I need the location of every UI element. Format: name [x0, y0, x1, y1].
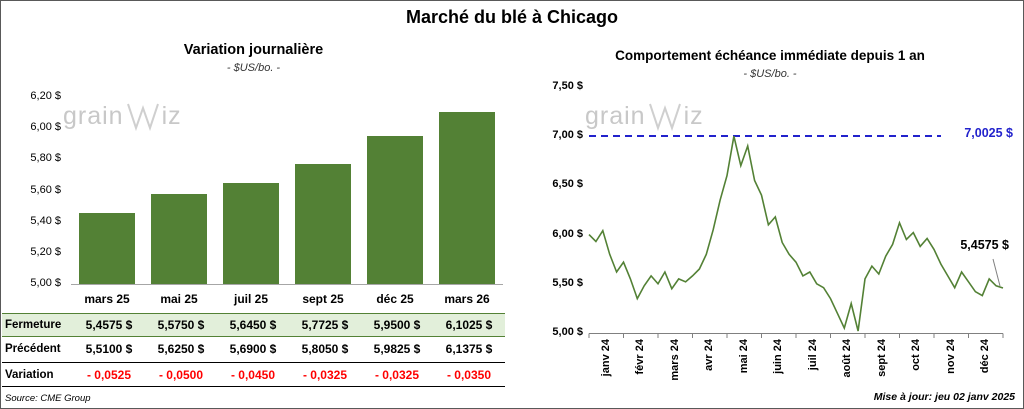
- table-cell: 5,6450 $: [229, 318, 277, 332]
- table-cell: 5,5750 $: [157, 318, 205, 332]
- table-cell: 5,5100 $: [85, 341, 133, 356]
- bar-category-label: mai 25: [160, 292, 198, 306]
- bar-chart-title: Variation journalière: [183, 42, 324, 58]
- table-cell: 5,9825 $: [373, 341, 421, 356]
- grainwiz-watermark: grain iz: [63, 101, 182, 131]
- bar-chart-subtitle: - $US/bo. -: [226, 62, 281, 74]
- row-label: Précédent: [5, 342, 61, 355]
- table-row: Variation - 0,0525 - 0,0500 - 0,0450 - 0,032…: [2, 362, 505, 387]
- bar-y-tick-label: 5,60 $: [30, 183, 61, 196]
- bar-2: [151, 194, 207, 284]
- table-cell: 5,8050 $: [301, 341, 349, 356]
- table-cell: - 0,0500: [158, 367, 204, 382]
- watermark-text-post: iz: [683, 101, 704, 130]
- line-x-label: mars 24: [668, 339, 681, 381]
- table-cell: 6,1025 $: [445, 318, 493, 332]
- watermark-text-pre: grain: [585, 101, 646, 130]
- price-table: Fermeture 5,4575 $ 5,5750 $ 5,6450 $ 5,7725 …: [2, 313, 505, 387]
- bar-5: [367, 135, 423, 284]
- table-cell: 5,6250 $: [157, 341, 205, 356]
- row-label: Variation: [5, 368, 54, 381]
- watermark-w-icon: [126, 103, 159, 131]
- table-cell: - 0,0350: [446, 367, 492, 382]
- line-y-tick-label: 7,00 $: [552, 129, 583, 142]
- line-x-label: févr 24: [634, 339, 647, 375]
- table-cell: 5,6900 $: [229, 341, 277, 356]
- line-x-label: oct 24: [910, 339, 923, 371]
- source-note: Source: CME Group: [5, 393, 91, 404]
- bar-category-label: mars 25: [84, 292, 130, 306]
- line-x-label: juil 24: [806, 339, 819, 371]
- last-price-label: 5,4575 $: [960, 238, 1009, 252]
- bar-category-label: déc 25: [376, 292, 414, 306]
- line-y-tick-label: 5,00 $: [552, 326, 583, 338]
- table-cell: - 0,0525: [86, 367, 132, 382]
- line-x-label: août 24: [841, 339, 854, 378]
- bar-category-label: mars 26: [444, 292, 490, 306]
- table-cell: 5,4575 $: [85, 318, 133, 332]
- line-chart-plot: [588, 134, 1004, 338]
- line-x-label: sept 24: [875, 339, 888, 377]
- table-cell: 5,7725 $: [301, 318, 349, 332]
- line-y-tick-label: 7,50 $: [552, 80, 583, 92]
- bar-y-tick-label: 6,20 $: [30, 90, 61, 102]
- bar-4: [295, 163, 351, 284]
- bar-category-label: juil 25: [233, 292, 268, 306]
- line-x-label: juin 24: [772, 339, 785, 374]
- watermark-text-post: iz: [161, 101, 182, 130]
- bar-y-tick-label: 5,00 $: [30, 277, 61, 289]
- year-high-label: 7,0025 $: [964, 126, 1013, 140]
- table-cell: - 0,0450: [230, 367, 276, 382]
- table-row: Fermeture 5,4575 $ 5,5750 $ 5,6450 $ 5,7725 …: [2, 313, 505, 337]
- updated-note: Mise à jour: jeu 02 janv 2025: [873, 391, 1015, 403]
- bar-category-label: sept 25: [302, 292, 344, 306]
- line-chart-title: Comportement échéance immédiate depuis 1…: [615, 48, 925, 63]
- line-y-tick-label: 6,50 $: [552, 178, 583, 191]
- table-row: Précédent 5,5100 $ 5,6250 $ 5,6900 $ 5,8050 …: [2, 337, 505, 360]
- bar-3: [223, 183, 279, 284]
- page-title: Marché du blé à Chicago: [405, 7, 619, 27]
- bar-y-tick-label: 6,00 $: [30, 121, 61, 134]
- watermark-w-icon: [648, 103, 681, 131]
- grainwiz-watermark: grain iz: [585, 101, 704, 131]
- last-price-callout-line: [992, 258, 1001, 287]
- line-x-label: avr 24: [703, 339, 716, 371]
- line-y-tick-label: 5,50 $: [552, 276, 583, 289]
- bar-6: [439, 112, 495, 284]
- line-x-label: janv 24: [599, 339, 612, 377]
- bar-y-tick-label: 5,20 $: [30, 245, 61, 258]
- line-x-label: nov 24: [944, 339, 957, 374]
- line-x-label: mai 24: [737, 339, 750, 374]
- line-x-label: déc 24: [979, 339, 992, 374]
- row-label: Fermeture: [5, 319, 62, 331]
- price-line: [588, 136, 1004, 332]
- bar-x-axis: [71, 284, 503, 285]
- bar-y-tick-label: 5,40 $: [30, 214, 61, 227]
- line-y-tick-label: 6,00 $: [552, 227, 583, 240]
- table-cell: 5,9500 $: [373, 318, 421, 332]
- watermark-text-pre: grain: [63, 101, 124, 130]
- table-cell: - 0,0325: [302, 367, 348, 382]
- bar-y-tick-label: 5,80 $: [30, 152, 61, 165]
- line-chart-subtitle: - $US/bo. -: [743, 68, 797, 80]
- table-cell: 6,1375 $: [445, 341, 493, 356]
- table-cell: - 0,0325: [374, 367, 420, 382]
- bar-1: [79, 212, 135, 284]
